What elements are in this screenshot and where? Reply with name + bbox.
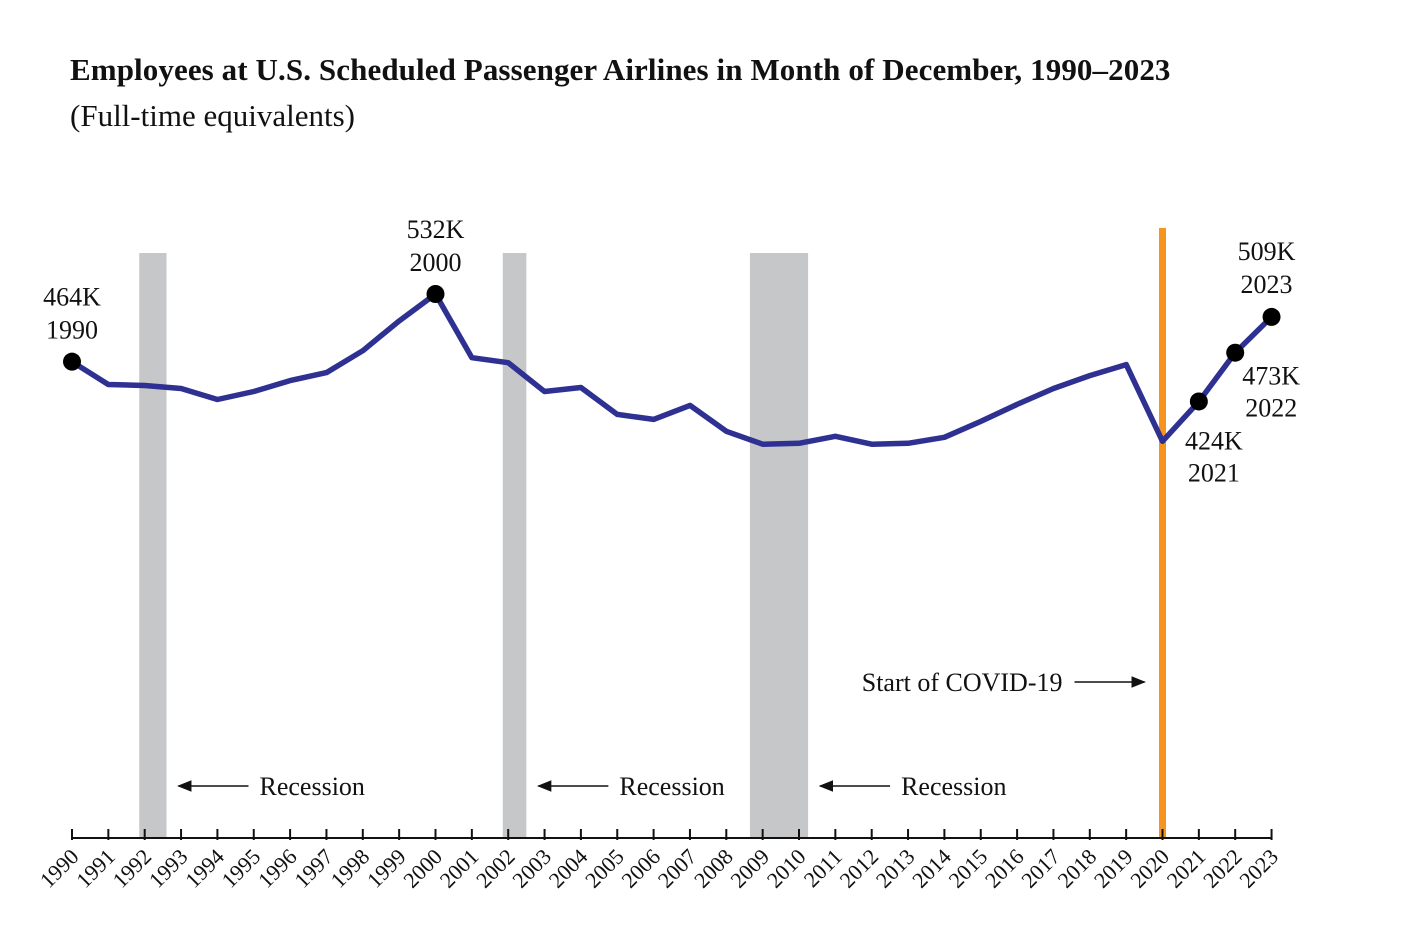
marker-value-label: 509K xyxy=(1238,237,1296,266)
data-marker xyxy=(1226,343,1245,362)
chart-subtitle: (Full-time equivalents) xyxy=(70,98,355,133)
x-axis: 1990199119921993199419951996199719981999… xyxy=(35,829,1283,893)
data-marker xyxy=(1189,392,1208,411)
data-markers xyxy=(63,285,1281,411)
x-tick-label: 2022 xyxy=(1198,844,1247,893)
x-tick-label: 2016 xyxy=(980,844,1029,893)
x-tick-label: 1991 xyxy=(71,844,120,893)
data-series xyxy=(69,291,1275,447)
marker-value-label: 464K xyxy=(43,283,101,312)
x-tick-label: 2005 xyxy=(580,844,629,893)
x-tick-label: 1993 xyxy=(144,844,193,893)
marker-year-label: 2000 xyxy=(410,248,462,277)
recession-band xyxy=(502,253,527,838)
x-tick-label: 1994 xyxy=(180,844,229,893)
x-tick-label: 2021 xyxy=(1162,844,1211,893)
data-marker xyxy=(426,285,445,303)
marker-value-label: 424K xyxy=(1185,426,1243,455)
x-tick-label: 2018 xyxy=(1053,844,1102,893)
recession-label: Recession xyxy=(901,772,1006,801)
x-tick-label: 2010 xyxy=(762,844,811,893)
x-tick-label: 2015 xyxy=(943,844,992,893)
x-tick-label: 2014 xyxy=(907,844,956,893)
x-tick-label: 2000 xyxy=(398,844,447,893)
recession-band xyxy=(139,253,167,838)
x-tick-label: 2004 xyxy=(544,844,593,893)
data-marker xyxy=(63,352,81,371)
x-tick-label: 1996 xyxy=(253,844,302,893)
series-line xyxy=(69,291,1275,447)
x-tick-label: 2003 xyxy=(507,844,556,893)
x-tick-label: 2001 xyxy=(435,844,484,893)
x-tick-label: 2006 xyxy=(616,844,665,893)
marker-year-label: 2021 xyxy=(1188,458,1240,487)
x-tick-label: 1995 xyxy=(216,844,265,893)
x-tick-label: 1992 xyxy=(107,844,156,893)
recession-band xyxy=(749,253,809,838)
x-tick-label: 2007 xyxy=(653,844,702,893)
x-tick-label: 1990 xyxy=(35,844,84,893)
x-tick-label: 1997 xyxy=(289,844,338,893)
x-tick-label: 2002 xyxy=(471,844,520,893)
x-tick-label: 2008 xyxy=(689,844,738,893)
marker-value-label: 532K xyxy=(407,215,465,244)
x-tick-label: 1999 xyxy=(362,844,411,893)
x-tick-label: 2017 xyxy=(1016,844,1065,893)
x-tick-label: 2020 xyxy=(1125,844,1174,893)
recession-label: Recession xyxy=(260,772,365,801)
x-tick-label: 2012 xyxy=(834,844,883,893)
covid-label: Start of COVID-19 xyxy=(862,668,1063,697)
recession-bands xyxy=(139,253,809,838)
marker-value-label: 473K xyxy=(1242,362,1300,391)
marker-year-label: 1990 xyxy=(46,316,98,345)
chart-title: Employees at U.S. Scheduled Passenger Ai… xyxy=(70,52,1171,87)
x-tick-label: 2013 xyxy=(871,844,920,893)
marker-year-label: 2023 xyxy=(1241,270,1293,299)
x-tick-label: 1998 xyxy=(326,844,375,893)
annotations: Recession Recession Recession Start of COVI… xyxy=(43,215,1300,801)
x-tick-label: 2019 xyxy=(1089,844,1138,893)
recession-label: Recession xyxy=(619,772,724,801)
x-tick-label: 2023 xyxy=(1234,844,1283,893)
data-marker xyxy=(1262,307,1281,326)
x-tick-label: 2011 xyxy=(799,844,847,892)
x-tick-label: 2009 xyxy=(725,844,774,893)
marker-year-label: 2022 xyxy=(1245,394,1297,423)
